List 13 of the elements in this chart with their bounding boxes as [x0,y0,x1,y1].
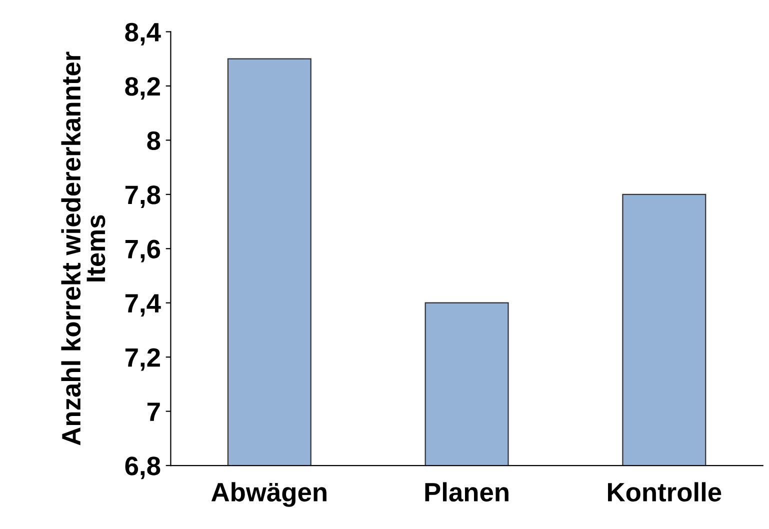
y-axis-title: Anzahl korrekt wiedererkannter Items [61,52,106,446]
x-tick-label: Abwägen [211,482,326,507]
y-tick-label: 8,4 [125,22,161,46]
y-tick-label: 8 [147,131,160,150]
y-tick-label: 8,2 [125,77,160,100]
x-tick-label: Kontrolle [608,482,722,502]
x-tick-label: Planen [425,482,508,502]
y-tick-label: 6,8 [125,456,160,480]
y-tick-label: 7,2 [125,348,160,371]
y-tick-label: 7,8 [125,186,160,208]
y-tick-label: 7 [147,402,160,421]
y-tick-label: 7,6 [125,240,160,262]
y-tick-label: 7,4 [125,294,161,316]
